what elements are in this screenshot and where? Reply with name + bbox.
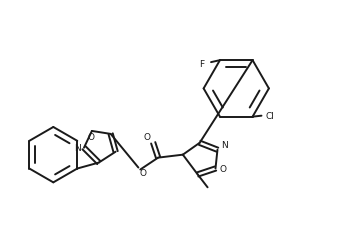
Text: O: O	[140, 169, 147, 178]
Text: O: O	[144, 133, 151, 142]
Text: Cl: Cl	[266, 112, 275, 121]
Text: F: F	[200, 60, 205, 68]
Text: O: O	[87, 133, 95, 142]
Text: O: O	[220, 165, 227, 174]
Text: N: N	[74, 144, 81, 153]
Text: N: N	[221, 141, 228, 150]
